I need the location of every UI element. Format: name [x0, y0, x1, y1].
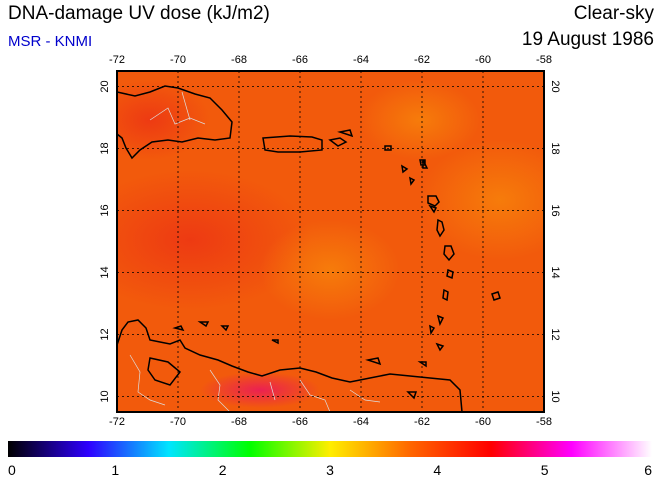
puerto-rico-coast: [262, 135, 323, 153]
lon-tick-label: -58: [536, 54, 552, 66]
lat-tick-label: 12: [99, 328, 111, 340]
colorbar-tick-label: 3: [326, 462, 334, 478]
lat-tick-label: 16: [549, 204, 561, 216]
lon-tick-label: -60: [475, 416, 491, 428]
lat-tick-label: 20: [549, 80, 561, 92]
colorbar-tick-label: 4: [433, 462, 441, 478]
lat-tick-label: 16: [99, 204, 111, 216]
lat-tick-label: 14: [99, 266, 111, 278]
tick-labels: -72 -72 -70 -70 -68 -68 -66 -66 -64 -64 -62 -62 -60 -…: [99, 54, 561, 428]
lon-tick-label: -62: [414, 54, 430, 66]
map-frame: [116, 70, 545, 413]
lesser-antilles: [384, 145, 501, 336]
colorbar-tick-label: 5: [541, 462, 549, 478]
lat-tick-label: 20: [99, 80, 111, 92]
colorbar-tick-label: 6: [644, 462, 652, 478]
lon-tick-label: -58: [536, 416, 552, 428]
lon-tick-label: -66: [292, 416, 308, 428]
lat-tick-label: 10: [549, 390, 561, 402]
date-label: 19 August 1986: [521, 29, 654, 50]
map-title: DNA-damage UV dose (kJ/m2): [8, 3, 270, 24]
lon-tick-label: -70: [170, 54, 186, 66]
uv-field: [117, 71, 544, 412]
lon-tick-label: -64: [353, 416, 369, 428]
lon-tick-label: -64: [353, 54, 369, 66]
south-america-coast: [117, 319, 463, 412]
lat-tick-label: 12: [549, 328, 561, 340]
graticule: [117, 71, 544, 412]
lat-tick-label: 14: [549, 266, 561, 278]
sky-condition-label: Clear-sky: [573, 3, 654, 24]
lat-tick-label: 18: [99, 142, 111, 154]
lon-tick-label: -72: [109, 54, 125, 66]
colorbar-tick-label: 1: [111, 462, 119, 478]
source-label: MSR - KNMI: [8, 33, 93, 50]
lon-tick-label: -60: [475, 54, 491, 66]
colorbar: [8, 441, 652, 457]
lat-tick-label: 10: [99, 390, 111, 402]
lon-tick-label: -66: [292, 54, 308, 66]
lat-tick-label: 18: [549, 142, 561, 154]
colorbar-tick-label: 0: [8, 462, 16, 478]
colorbar-tick-label: 2: [219, 462, 227, 478]
lon-tick-label: -70: [170, 416, 186, 428]
colorbar-labels: 0 1 2 3 4 5 6: [8, 462, 652, 478]
lon-tick-label: -68: [231, 416, 247, 428]
country-borders: [129, 91, 381, 412]
lon-tick-label: -68: [231, 54, 247, 66]
lon-tick-label: -62: [414, 416, 430, 428]
lon-tick-label: -72: [109, 416, 125, 428]
